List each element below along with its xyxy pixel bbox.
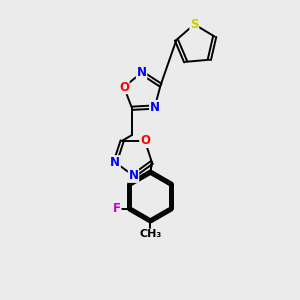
Text: N: N xyxy=(136,66,147,79)
Text: F: F xyxy=(113,202,121,215)
Text: O: O xyxy=(140,134,150,147)
Text: S: S xyxy=(190,18,199,31)
Text: N: N xyxy=(128,169,139,182)
Text: CH₃: CH₃ xyxy=(139,229,161,239)
Text: N: N xyxy=(110,156,120,169)
Text: N: N xyxy=(150,100,160,114)
Text: O: O xyxy=(119,80,129,94)
